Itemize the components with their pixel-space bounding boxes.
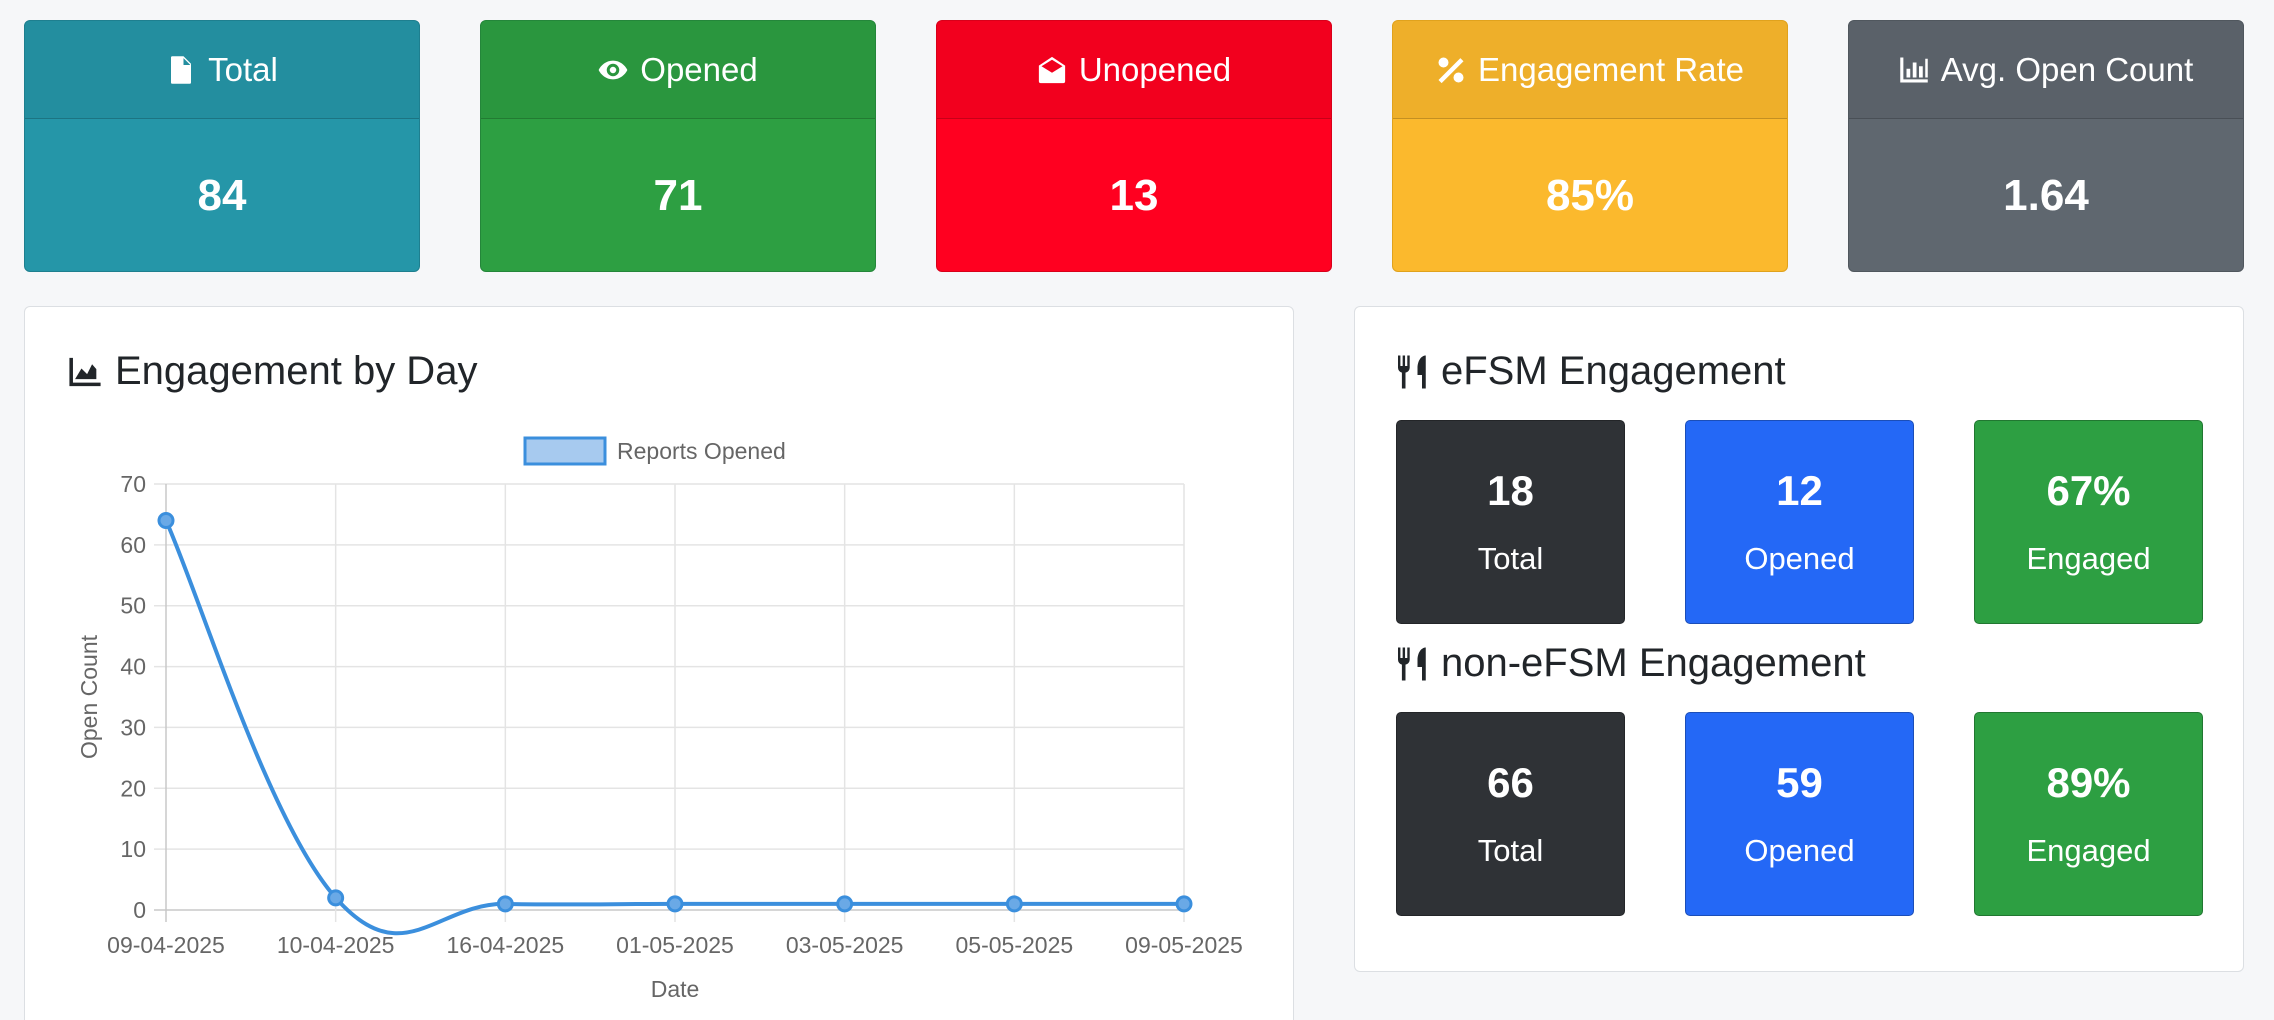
mini-label: Engaged	[2026, 541, 2151, 576]
y-tick-label: 20	[120, 775, 146, 801]
x-tick-label: 09-05-2025	[1125, 932, 1243, 958]
stat-card-header: Unopened	[937, 21, 1331, 119]
efsm-opened-box: 12 Opened	[1685, 420, 1914, 624]
efsm-engagement-panel: eFSM Engagement 18 Total 12 Opened 67% E…	[1354, 306, 2244, 972]
data-point	[496, 895, 514, 913]
mini-label: Total	[1477, 833, 1544, 868]
non-efsm-engaged-box: 89% Engaged	[1974, 712, 2203, 916]
stat-value: 1.64	[2003, 171, 2089, 220]
stat-card-header: Total	[25, 21, 419, 119]
panel-title-text: Engagement by Day	[115, 349, 478, 393]
non-efsm-title: non-eFSM Engagement	[1395, 641, 1866, 686]
utensils-icon	[1398, 355, 1426, 388]
panel-title: Engagement by Day	[65, 349, 477, 394]
x-axis-title: Date	[651, 976, 700, 1002]
mini-value: 59	[1776, 759, 1823, 806]
stat-label: Opened	[640, 50, 758, 88]
legend-swatch	[523, 436, 607, 466]
stat-value: 84	[197, 171, 247, 220]
mini-label: Total	[1477, 541, 1544, 576]
mini-value: 66	[1487, 759, 1534, 806]
stat-value: 85%	[1545, 171, 1635, 220]
stat-card-avg-open-count: Avg. Open Count 1.64	[1848, 20, 2244, 272]
file-icon	[171, 55, 192, 84]
efsm-total-box: 18 Total	[1396, 420, 1625, 624]
mini-label: Engaged	[2026, 833, 2151, 868]
envelope-open-icon	[1038, 56, 1065, 83]
stat-card-header: Opened	[481, 21, 875, 119]
utensils-icon	[1398, 647, 1426, 680]
stat-card-header: Engagement Rate	[1393, 21, 1787, 119]
stat-card-engagement-rate: Engagement Rate 85%	[1392, 20, 1788, 272]
mini-value: 18	[1487, 467, 1534, 514]
x-tick-label: 01-05-2025	[616, 932, 734, 958]
y-axis-title: Open Count	[76, 634, 102, 759]
stat-card-unopened: Unopened 13	[936, 20, 1332, 272]
data-point	[1005, 895, 1023, 913]
y-tick-label: 30	[120, 714, 146, 740]
x-tick-label: 10-04-2025	[277, 932, 395, 958]
percent-icon	[1438, 57, 1464, 83]
stat-card-opened: Opened 71	[480, 20, 876, 272]
stat-value: 13	[1109, 171, 1159, 220]
mini-label: Opened	[1744, 541, 1855, 576]
x-tick-label: 09-04-2025	[107, 932, 225, 958]
y-tick-label: 70	[120, 471, 146, 497]
x-tick-label: 05-05-2025	[956, 932, 1074, 958]
non-efsm-opened-box: 59 Opened	[1685, 712, 1914, 916]
y-tick-label: 10	[120, 836, 146, 862]
data-point	[1175, 895, 1193, 913]
data-point	[836, 895, 854, 913]
x-tick-label: 16-04-2025	[447, 932, 565, 958]
efsm-title-text: eFSM Engagement	[1441, 349, 1786, 393]
bar-chart-icon	[1899, 57, 1928, 82]
data-point	[157, 512, 175, 530]
x-tick-label: 03-05-2025	[786, 932, 904, 958]
engagement-by-day-panel: Engagement by Day 0 10 20 30 40 50 60 70 09-04-2…	[24, 306, 1294, 1020]
mini-value: 67%	[2046, 467, 2131, 514]
engagement-line-chart: 0 10 20 30 40 50 60 70 09-04-2025 10-04-2025 16-04…	[76, 436, 1243, 1002]
legend-label: Reports Opened	[617, 438, 786, 464]
area-chart-icon	[69, 357, 101, 386]
stat-value: 71	[653, 171, 703, 220]
stat-label: Unopened	[1078, 50, 1232, 88]
efsm-engaged-box: 67% Engaged	[1974, 420, 2203, 624]
stat-label: Engagement Rate	[1477, 50, 1744, 88]
y-tick-label: 0	[133, 897, 146, 923]
efsm-title: eFSM Engagement	[1395, 349, 1786, 394]
non-efsm-title-text: non-eFSM Engagement	[1441, 641, 1866, 685]
y-tick-label: 40	[120, 654, 146, 680]
y-tick-label: 50	[120, 593, 146, 619]
data-point	[327, 889, 345, 907]
stat-label: Total	[208, 50, 278, 88]
stat-card-total: Total 84	[24, 20, 420, 272]
mini-value: 89%	[2046, 759, 2131, 806]
non-efsm-total-box: 66 Total	[1396, 712, 1625, 916]
y-tick-label: 60	[120, 532, 146, 558]
mini-value: 12	[1776, 467, 1823, 514]
stat-label: Avg. Open Count	[1940, 50, 2194, 88]
mini-label: Opened	[1744, 833, 1855, 868]
stat-card-header: Avg. Open Count	[1849, 21, 2243, 119]
data-point	[666, 895, 684, 913]
eye-icon	[598, 60, 628, 79]
